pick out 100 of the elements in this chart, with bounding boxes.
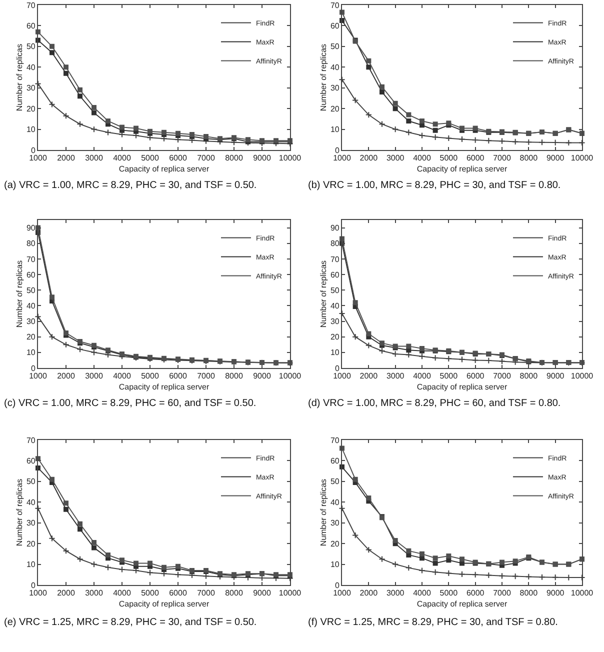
y-tick-label: 40	[330, 62, 340, 72]
y-tick-label: 20	[26, 539, 36, 548]
text: (d) VRC = 1.00, MRC = 8.29, PHC = 60, and TSF = 0.80.	[308, 398, 561, 409]
x-tick-label: 6000	[169, 588, 188, 598]
text: (e) VRC = 1.25, MRC = 8.29, PHC = 30, and TSF = 0.50.	[4, 617, 257, 628]
x-tick-label: 10000	[278, 372, 302, 381]
y-axis-title: Number of replicas	[319, 260, 328, 328]
x-tick-label: 9000	[546, 588, 565, 598]
x-tick-label: 6000	[466, 372, 485, 381]
y-tick-label: 30	[330, 84, 340, 93]
y-tick-label: 10	[26, 125, 36, 134]
x-tick-label: 2000	[360, 372, 378, 381]
text: (a) VRC = 1.00, MRC = 8.29, PHC = 30, and TSF = 0.50.	[4, 180, 257, 191]
x-axis-title: Capacity of replica server	[118, 164, 210, 174]
y-tick-label: 60	[26, 22, 36, 31]
x-tick-label: 9000	[253, 588, 272, 598]
y-tick-label: 0	[30, 580, 36, 590]
y-axis-title: Number of replicas	[15, 260, 24, 328]
x-tick-label: 10000	[278, 154, 302, 163]
y-tick-label: 40	[26, 498, 36, 507]
y-tick-label: 20	[330, 104, 340, 114]
y-tick-label: 10	[330, 560, 340, 570]
y-tick-label: 60	[330, 270, 340, 280]
y-tick-label: 90	[330, 224, 340, 233]
y-tick-label: 50	[26, 286, 36, 295]
x-tick-label: 10000	[570, 154, 594, 163]
y-tick-label: 50	[26, 477, 36, 486]
x-tick-label: 10000	[570, 588, 594, 598]
x-tick-label: 2000	[360, 588, 378, 598]
y-tick-label: 0	[334, 364, 340, 373]
y-axis-title: Number of replicas	[319, 44, 328, 112]
y-tick-label: 40	[330, 301, 340, 310]
x-tick-label: 6000	[169, 154, 188, 163]
y-tick-label: 50	[330, 42, 340, 52]
x-tick-label: 7000	[493, 154, 512, 163]
x-tick-label: 6000	[466, 588, 485, 598]
y-tick-label: 10	[330, 125, 340, 134]
y-tick-label: 70	[26, 436, 36, 445]
x-tick-label: 1000	[29, 588, 48, 598]
x-tick-label: 10000	[570, 372, 594, 381]
y-tick-label: 70	[26, 0, 36, 10]
x-tick-label: 4000	[113, 154, 132, 163]
x-tick-label: 6000	[169, 372, 188, 381]
y-tick-label: 30	[330, 317, 340, 326]
y-tick-label: 80	[330, 239, 340, 248]
y-tick-label: 20	[26, 332, 36, 342]
x-tick-label: 3000	[85, 372, 104, 381]
x-tick-label: 7000	[197, 588, 216, 598]
y-axis-title: Number of replicas	[15, 478, 24, 546]
x-axis-title: Capacity of replica server	[416, 382, 508, 392]
x-axis-title: Capacity of replica server	[118, 382, 210, 392]
y-tick-label: 0	[334, 580, 340, 590]
y-tick-label: 10	[26, 560, 36, 570]
text: (c) VRC = 1.00, MRC = 8.29, PHC = 60, and TSF = 0.50.	[4, 398, 256, 409]
x-tick-label: 8000	[520, 154, 538, 163]
x-tick-label: 1000	[29, 372, 48, 381]
y-tick-label: 70	[26, 254, 36, 264]
x-tick-label: 8000	[225, 154, 244, 163]
x-tick-label: 4000	[413, 372, 432, 381]
x-tick-label: 5000	[141, 154, 160, 163]
x-tick-label: 5000	[440, 588, 458, 598]
y-tick-label: 70	[330, 254, 340, 264]
text: (b) VRC = 1.00, MRC = 8.29, PHC = 30, and TSF = 0.80.	[308, 180, 561, 191]
x-tick-label: 2000	[57, 372, 76, 381]
x-tick-label: 3000	[386, 372, 405, 381]
x-tick-label: 7000	[493, 588, 512, 598]
text: (f) VRC = 1.25, MRC = 8.29, PHC = 30, and TSF = 0.80.	[308, 617, 558, 628]
y-tick-label: 30	[26, 84, 36, 93]
x-tick-label: 2000	[360, 154, 378, 163]
x-tick-label: 3000	[386, 154, 405, 163]
x-tick-label: 4000	[413, 154, 432, 163]
y-tick-label: 90	[26, 224, 36, 233]
y-tick-label: 0	[30, 146, 36, 155]
x-tick-label: 9000	[253, 372, 272, 381]
y-tick-label: 60	[26, 270, 36, 280]
x-tick-label: 4000	[413, 588, 432, 598]
y-tick-label: 70	[330, 0, 340, 10]
y-tick-label: 60	[26, 456, 36, 466]
y-tick-label: 20	[330, 332, 340, 342]
x-tick-label: 7000	[197, 372, 216, 381]
y-axis-title: Number of replicas	[15, 44, 24, 112]
y-tick-label: 10	[26, 348, 36, 358]
x-tick-label: 5000	[440, 372, 458, 381]
y-tick-label: 40	[330, 498, 340, 507]
x-tick-label: 1000	[29, 154, 48, 163]
y-axis-title: Number of replicas	[319, 478, 328, 546]
y-tick-label: 50	[330, 477, 340, 486]
y-tick-label: 50	[330, 286, 340, 295]
x-tick-label: 5000	[141, 588, 160, 598]
x-tick-label: 8000	[520, 588, 538, 598]
x-tick-label: 3000	[85, 154, 104, 163]
y-tick-label: 10	[330, 348, 340, 358]
x-tick-label: 1000	[333, 372, 352, 381]
x-tick-label: 9000	[253, 154, 272, 163]
x-tick-label: 1000	[333, 154, 352, 163]
x-tick-label: 8000	[520, 372, 538, 381]
x-tick-label: 1000	[333, 588, 352, 598]
y-tick-label: 50	[26, 42, 36, 52]
y-tick-label: 20	[26, 104, 36, 114]
x-axis-title: Capacity of replica server	[416, 164, 508, 174]
